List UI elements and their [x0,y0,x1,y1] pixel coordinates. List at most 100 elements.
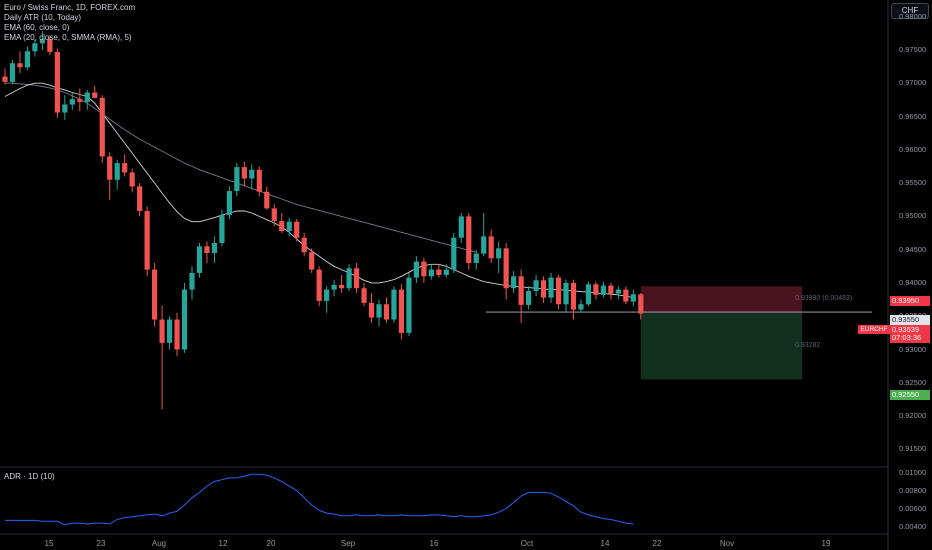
candle-body [137,186,143,212]
stop-loss-zone [640,286,802,313]
candle-body [174,319,180,350]
entry-price-label: 0.93550 [890,315,930,325]
candle-body [361,288,367,303]
candle-body [271,208,277,222]
price-tick-label: 0.93000 [899,344,927,354]
candle-body [339,284,345,289]
time-tick-label: Oct [520,539,534,548]
adr-tick-label: 0.00800 [899,485,927,495]
candle-body [301,237,307,253]
candle-body [211,242,218,253]
candle-body [391,289,397,320]
candle-body [114,163,120,180]
candle-body [481,236,487,254]
candle-body [69,99,75,105]
price-tick-label: 0.92000 [899,411,927,421]
candle-body [511,276,517,289]
candle-body [615,289,621,294]
position-risk-note: 0.93990 (0.00483) [795,295,853,302]
candle-body [578,304,584,310]
candle-body [234,167,240,192]
candle-body [181,289,188,350]
time-tick-label: 14 [600,539,610,548]
candle-body [294,221,300,238]
candle-body [353,268,360,289]
price-tick-label: 0.96000 [899,144,927,154]
candle-body [264,191,270,209]
price-tick-label: 0.94000 [899,277,927,287]
time-tick-label: 16 [429,539,439,548]
currency-button[interactable]: CHF [891,3,929,19]
candle-body [189,272,195,290]
price-tick-label: 0.91500 [899,444,927,454]
candle-body [413,261,419,278]
candle-body [204,246,210,253]
time-tick-label: Sep [340,539,356,548]
candle-body [518,276,524,305]
candle-body [17,63,23,68]
candle-body [107,156,113,180]
candle-body [473,253,479,263]
candle-body [466,216,472,263]
time-tick-label: Nov [719,539,735,548]
ema60-line [5,82,477,253]
candle-body [324,289,330,301]
candle-body [623,289,629,302]
candle-body [496,248,502,259]
candle-body [533,280,539,291]
candle-body [62,104,68,113]
candle-body [159,319,165,343]
target-price-label: 0.92550 [890,390,930,400]
time-tick-label: 15 [44,539,54,548]
candle-body [286,221,292,232]
candle-body [458,216,464,238]
candle-body [279,221,285,232]
candle-body [608,285,614,294]
candle-body [593,284,599,295]
candle-body [638,294,644,314]
candle-body [2,76,8,82]
candle-body [241,167,247,179]
candle-body [451,237,457,270]
price-tick-label: 0.92500 [899,377,927,387]
candle-body [166,319,173,343]
candle-body [346,268,352,289]
candle-body [92,92,98,98]
candle-body [406,277,412,333]
indicator-ema60[interactable]: EMA (60, close, 0) [4,23,70,32]
candle-body [9,63,16,82]
candle-body [24,51,31,68]
price-tick-label: 0.97500 [899,44,927,54]
candle-body [488,236,494,259]
position-reward-note: 0.93282 [795,342,821,349]
candle-body [503,248,509,289]
candle-body [428,269,434,277]
candle-body [84,92,90,102]
price-tick-label: 0.95000 [899,211,927,221]
price-tick-label: 0.96500 [899,111,927,121]
symbol-tag: EURCHF [858,325,890,334]
candle-body [585,284,592,305]
candle-body [443,269,449,275]
adr-indicator-label[interactable]: ADR · 1D (10) [4,472,55,481]
candle-body [368,302,375,318]
adr-tick-label: 0.00600 [899,503,927,513]
time-tick-label: 12 [218,539,228,548]
price-tick-label: 0.98000 [899,11,927,21]
candle-body [436,269,442,275]
candle-body [77,99,83,102]
symbol-title[interactable]: Euro / Swiss Franc, 1D, FOREX.com [4,3,136,12]
time-tick-label: 20 [266,539,276,548]
candle-body [47,39,53,52]
indicator-atr[interactable]: Daily ATR (10, Today) [4,13,82,22]
candle-body [526,290,532,305]
candle-body [540,280,547,298]
candle-body [54,51,60,113]
price-tick-label: 0.97000 [899,78,927,88]
countdown-label: 07:03:36 [890,333,930,343]
candle-body [256,169,262,192]
indicator-ema20[interactable]: EMA (20, close, 0, SMMA (RMA), 5) [4,33,132,42]
candle-body [555,277,562,305]
ema20-line [4,82,634,299]
